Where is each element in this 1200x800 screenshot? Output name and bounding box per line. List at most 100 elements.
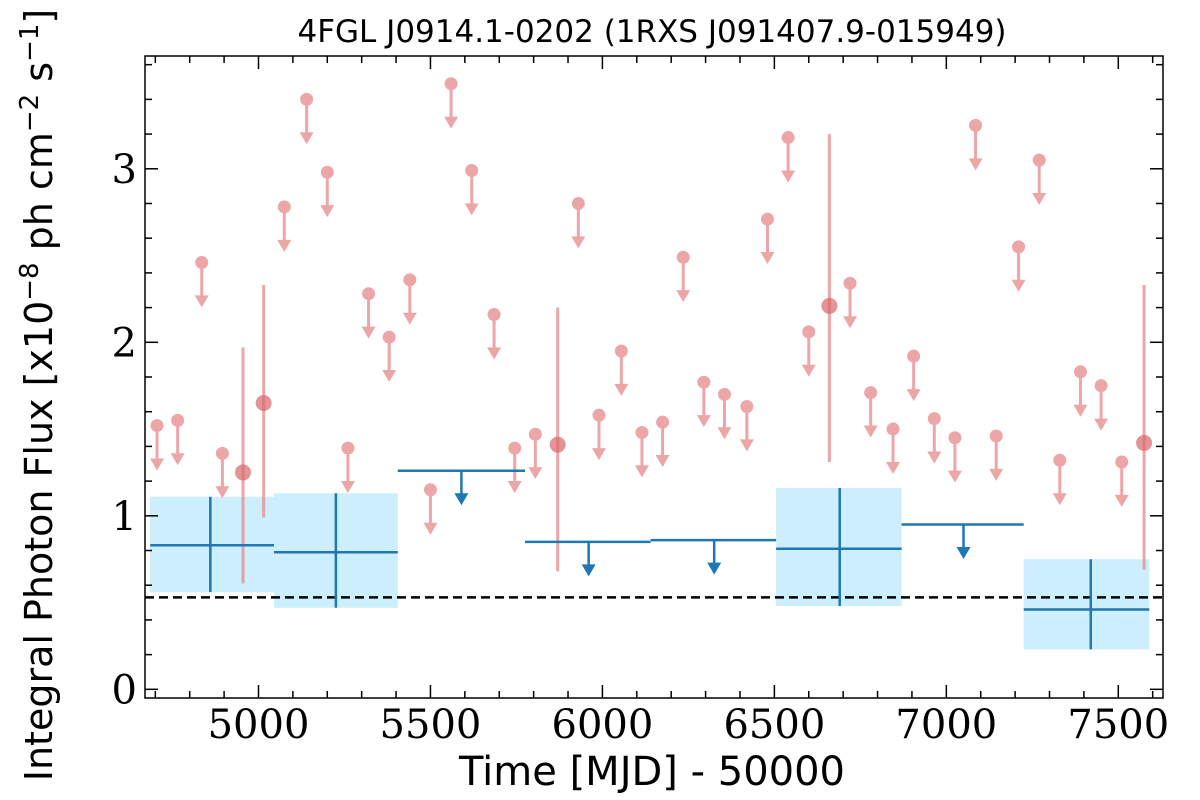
y-tick-label: 3 [112,147,137,193]
coarse-bin-points [150,469,1150,650]
y-tick-label: 0 [112,667,137,713]
upper-limit-arrow [340,481,355,494]
fine-upper-limit [423,483,438,535]
detection-marker [235,464,252,481]
upper-limit-marker [382,330,396,344]
upper-limit-arrow [655,455,670,468]
upper-limit-arrow [863,425,878,438]
y-tick-label: 2 [112,320,137,366]
upper-limit-marker [614,344,628,358]
upper-limit-marker [277,200,291,214]
upper-limit-arrow [571,236,586,249]
coarse-error-boxes [150,488,1150,650]
fine-upper-limit [863,386,878,438]
fine-detection [1136,285,1153,570]
chart-title: 4FGL J0914.1-0202 (1RXS J091407.9-015949… [297,14,1006,50]
upper-limit-marker [1012,240,1026,254]
fine-upper-limit [1052,453,1067,506]
upper-limit-arrow [760,252,775,265]
coarse-upper-limit [397,469,526,506]
upper-limit-arrow [947,470,962,483]
upper-limit-arrow [739,439,754,452]
upper-limit-arrow [464,203,479,216]
fine-upper-limit [1094,379,1109,431]
upper-limit-arrow [968,158,983,171]
upper-limit-arrow [382,370,397,382]
fine-upper-limit [886,422,901,474]
fine-upper-limit [1032,153,1047,206]
fine-upper-limit [717,387,732,440]
upper-limit-marker [907,349,921,363]
fine-upper-limit [947,431,962,483]
upper-limit-marker [423,483,437,497]
upper-limit-marker [341,441,355,455]
upper-limit-arrow [801,364,816,377]
upper-limit-arrow [781,170,796,183]
upper-limit-marker [195,255,209,269]
fine-upper-limit [402,273,417,325]
x-axis-label: Time [MJD] - 50000 [458,749,845,795]
fine-upper-limit [989,429,1004,481]
fine-upper-limit [170,413,185,466]
fine-upper-limit [1114,455,1129,507]
fine-upper-limit [340,441,355,494]
coarse-upper-limit-arrow [956,546,971,559]
detection-marker [549,436,566,453]
upper-limit-marker [760,212,774,226]
upper-limit-marker [362,287,376,301]
y-axis-label: Integral Photon Flux [x10−8 ph cm−2 s−1] [15,9,61,782]
upper-limit-marker [444,77,458,91]
coarse-upper-limit-arrow [581,564,596,577]
upper-limit-arrow [487,347,502,360]
x-tick-label: 7500 [1067,702,1169,748]
fine-upper-limit [843,276,858,329]
upper-limit-marker [528,427,542,441]
coarse-upper-limit-arrow [454,493,469,506]
detection-marker [255,395,272,412]
upper-limit-arrow [1052,493,1067,506]
upper-limit-arrow [989,468,1004,481]
upper-limit-marker [171,413,185,427]
coarse-upper-limit [650,538,777,575]
upper-limit-arrow [696,415,711,428]
upper-limit-arrow [444,116,459,129]
upper-limit-arrow [927,451,942,464]
fine-upper-limit [150,419,165,471]
upper-limit-marker [1053,453,1067,467]
upper-limit-arrow [194,295,209,308]
upper-limit-marker [676,250,690,264]
detection-marker [1136,434,1153,451]
fine-bin-points [150,77,1153,584]
fine-upper-limit [1073,365,1088,417]
fine-upper-limit [655,415,670,468]
fine-upper-limit [320,165,335,218]
fine-upper-limit [528,427,543,480]
upper-limit-arrow [528,467,543,480]
fine-detection [255,285,272,518]
upper-limit-arrow [150,458,165,471]
fine-upper-limit [614,344,629,396]
upper-limit-arrow [886,461,901,474]
fine-upper-limit [927,412,942,464]
upper-limit-arrow [843,316,858,329]
x-tick-label: 5500 [380,702,482,748]
fine-upper-limit [906,349,921,402]
upper-limit-marker [886,422,900,436]
coarse-detection [273,493,398,608]
fine-upper-limit [696,375,711,428]
coarse-detection [150,496,274,593]
upper-limit-marker [718,387,732,401]
upper-limit-arrow [423,522,438,535]
upper-limit-arrow [507,481,522,494]
upper-limit-marker [1073,365,1087,379]
upper-limit-marker [635,426,649,440]
y-tick-label: 1 [112,494,137,540]
upper-limit-marker [150,419,164,433]
fine-upper-limit [591,408,606,461]
upper-limit-arrow [299,132,314,145]
coarse-upper-limit [901,523,1024,559]
fine-upper-limit [571,196,586,249]
upper-limit-marker [571,196,585,210]
fine-upper-limit [760,212,775,265]
